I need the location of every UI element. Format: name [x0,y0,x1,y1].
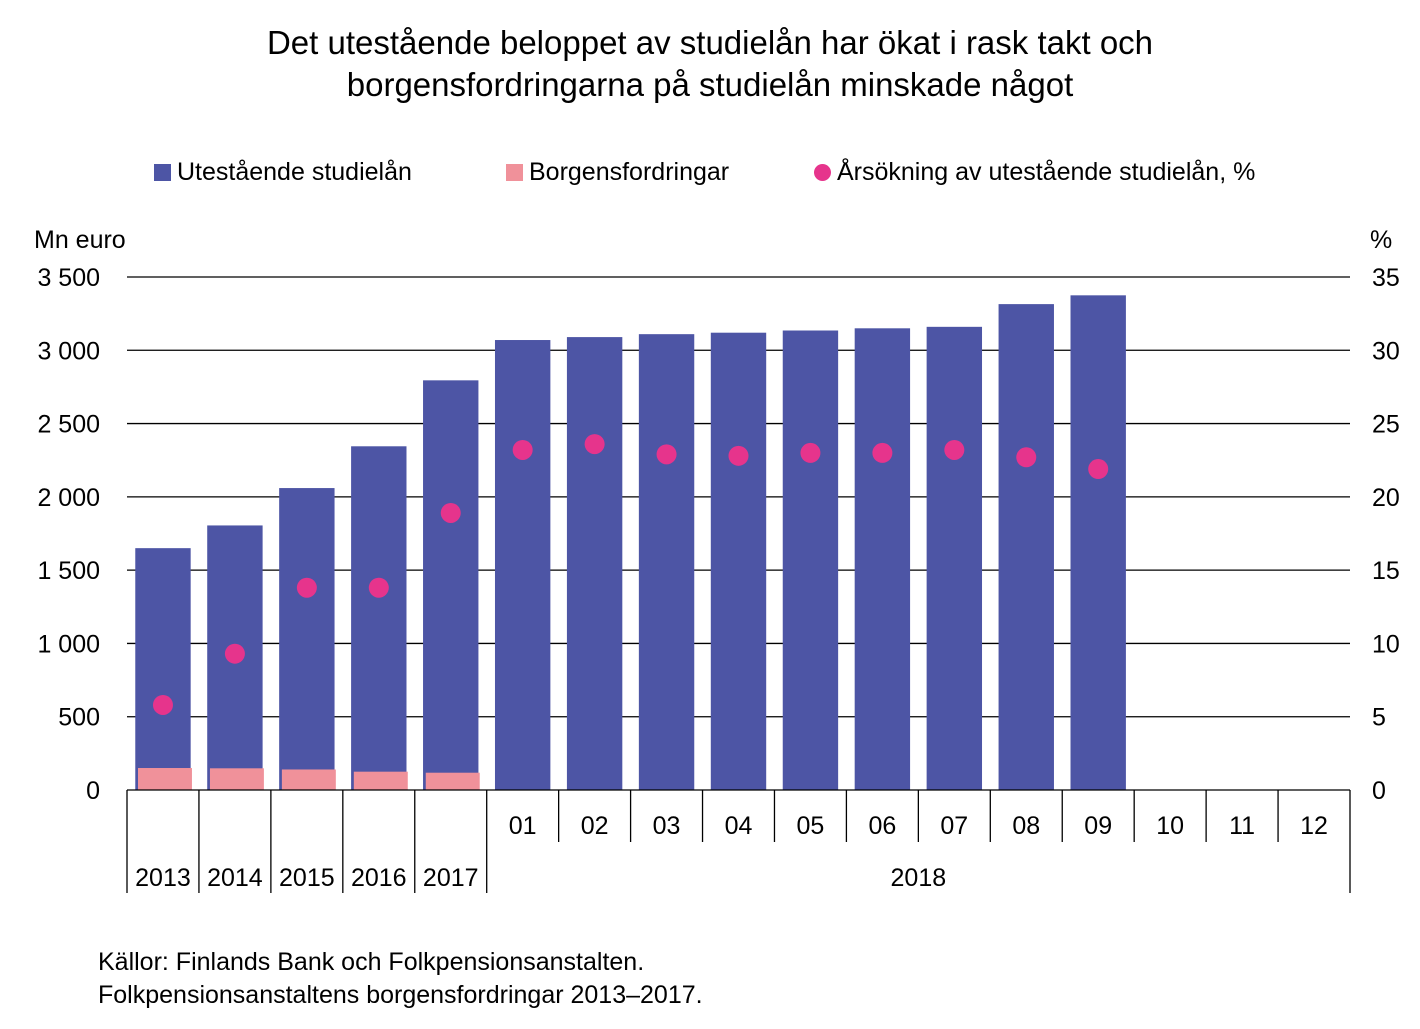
legend-item-claims: Borgensfordringar [506,158,729,187]
category-label: 03 [653,812,681,840]
left-tick-label: 1 000 [37,630,100,658]
category-label: 02 [581,812,609,840]
group-label: 2014 [207,864,263,892]
group-label: 2013 [135,864,191,892]
dot-arsokning [440,502,461,523]
right-tick-label: 0 [1372,777,1386,805]
source-note: Källor: Finlands Bank och Folkpensionsan… [98,946,703,1012]
right-tick-label: 10 [1372,630,1400,658]
right-axis-unit: % [1370,226,1393,254]
chart-title-line-2: borgensfordringarna på studielån minskad… [346,66,1074,103]
dot-arsokning [512,439,533,460]
bar-borgensfordringar [209,768,264,790]
right-tick-label: 30 [1372,337,1400,365]
dot-arsokning [944,439,965,460]
right-tick-label: 15 [1372,557,1400,585]
category-label: 08 [1012,812,1040,840]
bar-borgensfordringar [353,771,408,790]
legend-label-bars: Utestående studielån [177,158,412,186]
category-label: 07 [940,812,968,840]
category-label: 01 [509,812,537,840]
legend-item-dots: Årsökning av utestående studielån, % [814,158,1255,187]
left-tick-label: 500 [58,704,100,732]
legend-label-dots: Årsökning av utestående studielån, % [837,158,1256,186]
bar-utestaende-studielan [854,328,911,790]
category-label: 04 [725,812,753,840]
left-tick-label: 0 [86,777,100,805]
bar-borgensfordringar [281,769,336,790]
group-label: 2015 [279,864,335,892]
right-tick-label: 35 [1372,264,1400,292]
category-label: 09 [1084,812,1112,840]
bar-utestaende-studielan [279,488,335,790]
category-label: 11 [1229,812,1255,840]
bar-borgensfordringar [425,772,480,790]
left-tick-label: 3 000 [37,337,100,365]
category-label: 10 [1156,812,1184,840]
dot-arsokning [584,434,605,455]
left-tick-label: 3 500 [37,264,100,292]
dot-arsokning [1088,459,1109,480]
bar-utestaende-studielan [998,304,1054,790]
dot-arsokning [224,643,245,664]
bar-utestaende-studielan [351,446,407,790]
group-label: 2016 [351,864,407,892]
right-tick-label: 25 [1372,411,1400,439]
left-tick-label: 2 500 [37,411,100,439]
dot-arsokning [728,445,749,466]
chart-legend: Utestående studielån Borgensfordringar Å… [0,158,1420,192]
left-tick-label: 2 000 [37,484,100,512]
bar-utestaende-studielan [566,337,623,790]
bar-utestaende-studielan [638,334,695,790]
legend-label-claims: Borgensfordringar [529,158,730,186]
source-line-2: Folkpensionsanstaltens borgensfordringar… [98,981,703,1009]
legend-marker-dots [814,164,831,181]
category-label: 05 [797,812,825,840]
left-tick-label: 1 500 [37,557,100,585]
legend-swatch-bars [154,164,171,181]
chart-title: Det utestående beloppet av studielån har… [0,22,1420,106]
bar-utestaende-studielan [135,548,191,790]
dot-arsokning [800,442,821,463]
right-tick-label: 20 [1372,484,1400,512]
dot-arsokning [368,577,389,598]
dot-arsokning [872,442,893,463]
bar-utestaende-studielan [782,330,839,790]
legend-swatch-claims [506,164,523,181]
legend-item-bars: Utestående studielån [154,158,412,187]
bar-utestaende-studielan [1070,295,1126,790]
bar-utestaende-studielan [926,326,983,790]
source-line-1: Källor: Finlands Bank och Folkpensionsan… [98,948,645,976]
group-label: 2018 [891,864,947,892]
dot-arsokning [296,577,317,598]
bar-borgensfordringar [137,768,192,790]
dot-arsokning [656,444,677,465]
bar-utestaende-studielan [494,340,551,790]
bar-utestaende-studielan [710,332,767,790]
dot-arsokning [152,694,173,715]
left-axis-unit: Mn euro [34,226,126,254]
group-label: 2017 [423,864,479,892]
category-label: 06 [868,812,896,840]
chart-title-line-1: Det utestående beloppet av studielån har… [266,24,1154,61]
bar-utestaende-studielan [423,380,479,790]
right-tick-label: 5 [1372,704,1386,732]
category-label: 12 [1300,812,1328,840]
dot-arsokning [1016,447,1037,468]
